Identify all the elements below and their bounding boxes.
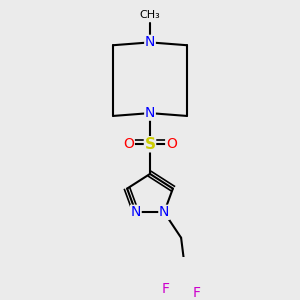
Text: S: S: [145, 137, 155, 152]
Text: O: O: [123, 137, 134, 151]
Text: N: N: [145, 35, 155, 50]
Text: N: N: [145, 106, 155, 120]
Text: N: N: [159, 205, 169, 219]
Text: F: F: [193, 286, 201, 300]
Text: F: F: [161, 282, 169, 296]
Text: N: N: [131, 205, 141, 219]
Text: CH₃: CH₃: [140, 10, 160, 20]
Text: O: O: [166, 137, 177, 151]
